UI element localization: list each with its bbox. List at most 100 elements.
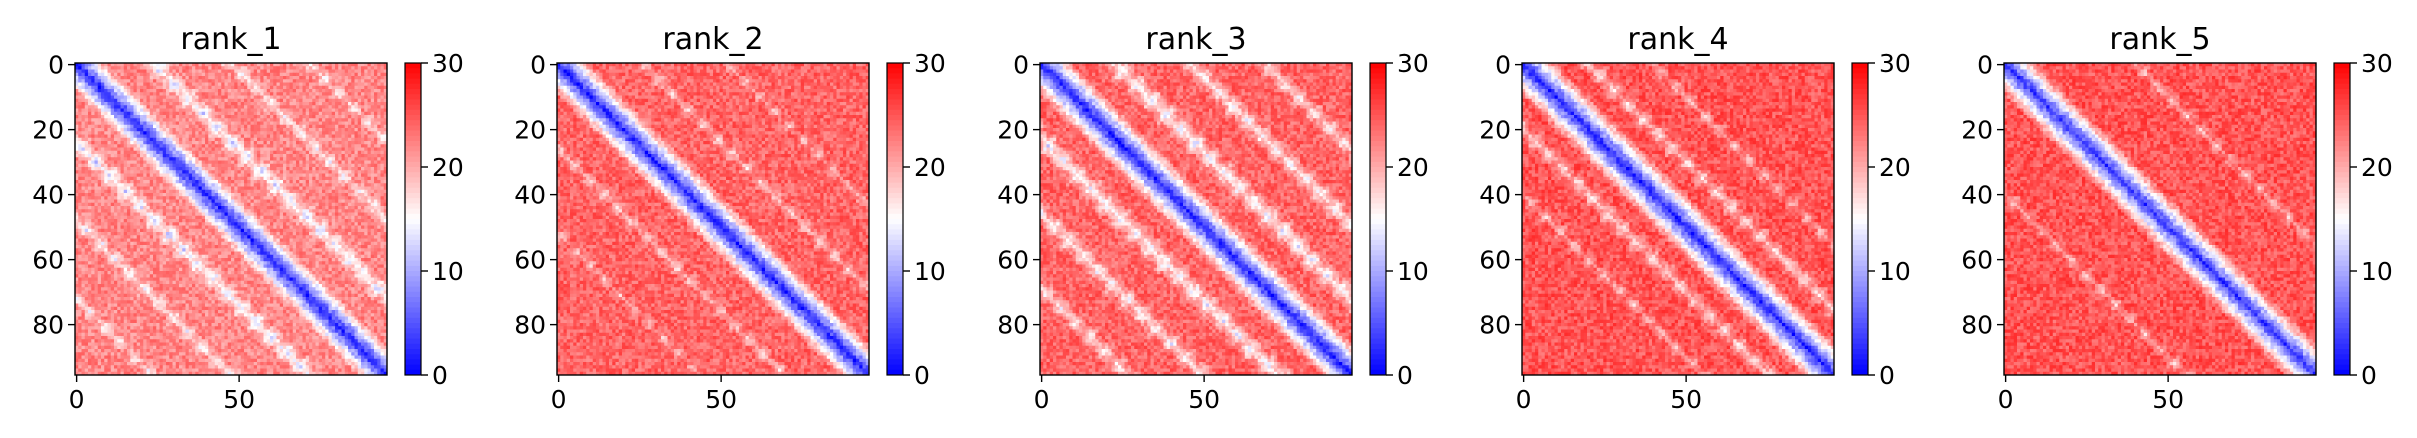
heatmap-cell — [368, 99, 372, 103]
heatmap-cell — [251, 177, 255, 181]
heatmap-cell — [143, 193, 147, 197]
heatmap-cell — [121, 70, 125, 74]
heatmap-cell — [345, 229, 349, 233]
heatmap-cell — [277, 226, 281, 230]
heatmap-cell — [293, 105, 297, 109]
heatmap-cell — [117, 203, 121, 207]
heatmap-cell — [199, 86, 203, 90]
heatmap-cell — [189, 174, 193, 178]
heatmap-cell — [218, 112, 222, 116]
heatmap-cell — [368, 216, 372, 220]
heatmap-cell — [95, 102, 99, 106]
heatmap-cell — [361, 138, 365, 142]
heatmap-cell — [345, 115, 349, 119]
heatmap-cell — [205, 115, 209, 119]
heatmap-cell — [374, 112, 378, 116]
heatmap-cell — [342, 190, 346, 194]
heatmap-cell — [192, 128, 196, 132]
heatmap-cell — [205, 177, 209, 181]
heatmap-cell — [290, 112, 294, 116]
heatmap-cell — [166, 200, 170, 204]
heatmap-cell — [101, 92, 105, 96]
heatmap-cell — [319, 161, 323, 165]
heatmap-cell — [345, 76, 349, 80]
heatmap-cell — [212, 222, 216, 226]
heatmap-cell — [332, 203, 336, 207]
heatmap-cell — [150, 177, 154, 181]
heatmap-cell — [273, 102, 277, 106]
heatmap-cell — [364, 128, 368, 132]
heatmap-cell — [88, 190, 92, 194]
heatmap-cell — [91, 141, 95, 145]
heatmap-cell — [241, 177, 245, 181]
heatmap-cell — [127, 167, 131, 171]
heatmap-cell — [163, 96, 167, 100]
heatmap-cell — [225, 226, 229, 230]
heatmap-cell — [299, 167, 303, 171]
heatmap-cell — [143, 209, 147, 213]
heatmap-cell — [374, 99, 378, 103]
heatmap-cell — [156, 174, 160, 178]
heatmap-cell — [332, 96, 336, 100]
heatmap-cell — [381, 180, 385, 184]
heatmap-cell — [364, 170, 368, 174]
heatmap-cell — [306, 167, 310, 171]
heatmap-cell — [377, 200, 381, 204]
heatmap-cell — [225, 209, 229, 213]
heatmap-cell — [147, 187, 151, 191]
heatmap-cell — [127, 190, 131, 194]
heatmap-cell — [325, 170, 329, 174]
heatmap-cell — [254, 141, 258, 145]
heatmap-cell — [199, 131, 203, 135]
heatmap-cell — [169, 99, 173, 103]
heatmap-cell — [124, 229, 128, 233]
heatmap-cell — [163, 200, 167, 204]
heatmap-cell — [98, 203, 102, 207]
heatmap-cell — [166, 131, 170, 135]
heatmap-cell — [286, 170, 290, 174]
heatmap-cell — [273, 151, 277, 155]
heatmap-cell — [114, 216, 118, 220]
heatmap-cell — [296, 128, 300, 132]
heatmap-cell — [283, 70, 287, 74]
heatmap-cell — [208, 213, 212, 217]
heatmap-cell — [273, 76, 277, 80]
heatmap-cell — [264, 203, 268, 207]
heatmap-cell — [189, 109, 193, 113]
heatmap-cell — [286, 109, 290, 113]
heatmap-cell — [358, 148, 362, 152]
heatmap-cell — [225, 167, 229, 171]
heatmap-cell — [231, 209, 235, 213]
heatmap-cell — [182, 219, 186, 223]
heatmap-cell — [156, 73, 160, 77]
heatmap-cell — [179, 102, 183, 106]
heatmap-cell — [329, 151, 333, 155]
heatmap-cell — [303, 170, 307, 174]
heatmap-cell — [182, 73, 186, 77]
heatmap-cell — [114, 141, 118, 145]
heatmap-cell — [241, 209, 245, 213]
heatmap-cell — [143, 112, 147, 116]
heatmap-cell — [290, 209, 294, 213]
heatmap-cell — [260, 99, 264, 103]
heatmap-cell — [163, 219, 167, 223]
heatmap-cell — [143, 79, 147, 83]
heatmap-cell — [208, 157, 212, 161]
heatmap-cell — [319, 209, 323, 213]
heatmap-cell — [381, 105, 385, 109]
heatmap-cell — [351, 183, 355, 187]
heatmap-cell — [270, 79, 274, 83]
heatmap-cell — [322, 66, 326, 70]
heatmap-cell — [134, 209, 138, 213]
heatmap-cell — [260, 183, 264, 187]
heatmap-cell — [169, 167, 173, 171]
heatmap-cell — [335, 200, 339, 204]
heatmap-cell — [306, 216, 310, 220]
heatmap-cell — [364, 70, 368, 74]
heatmap-cell — [342, 229, 346, 233]
heatmap-cell — [91, 174, 95, 178]
heatmap-cell — [169, 213, 173, 217]
heatmap-cell — [82, 144, 86, 148]
heatmap-cell — [241, 164, 245, 168]
heatmap-cell — [264, 157, 268, 161]
